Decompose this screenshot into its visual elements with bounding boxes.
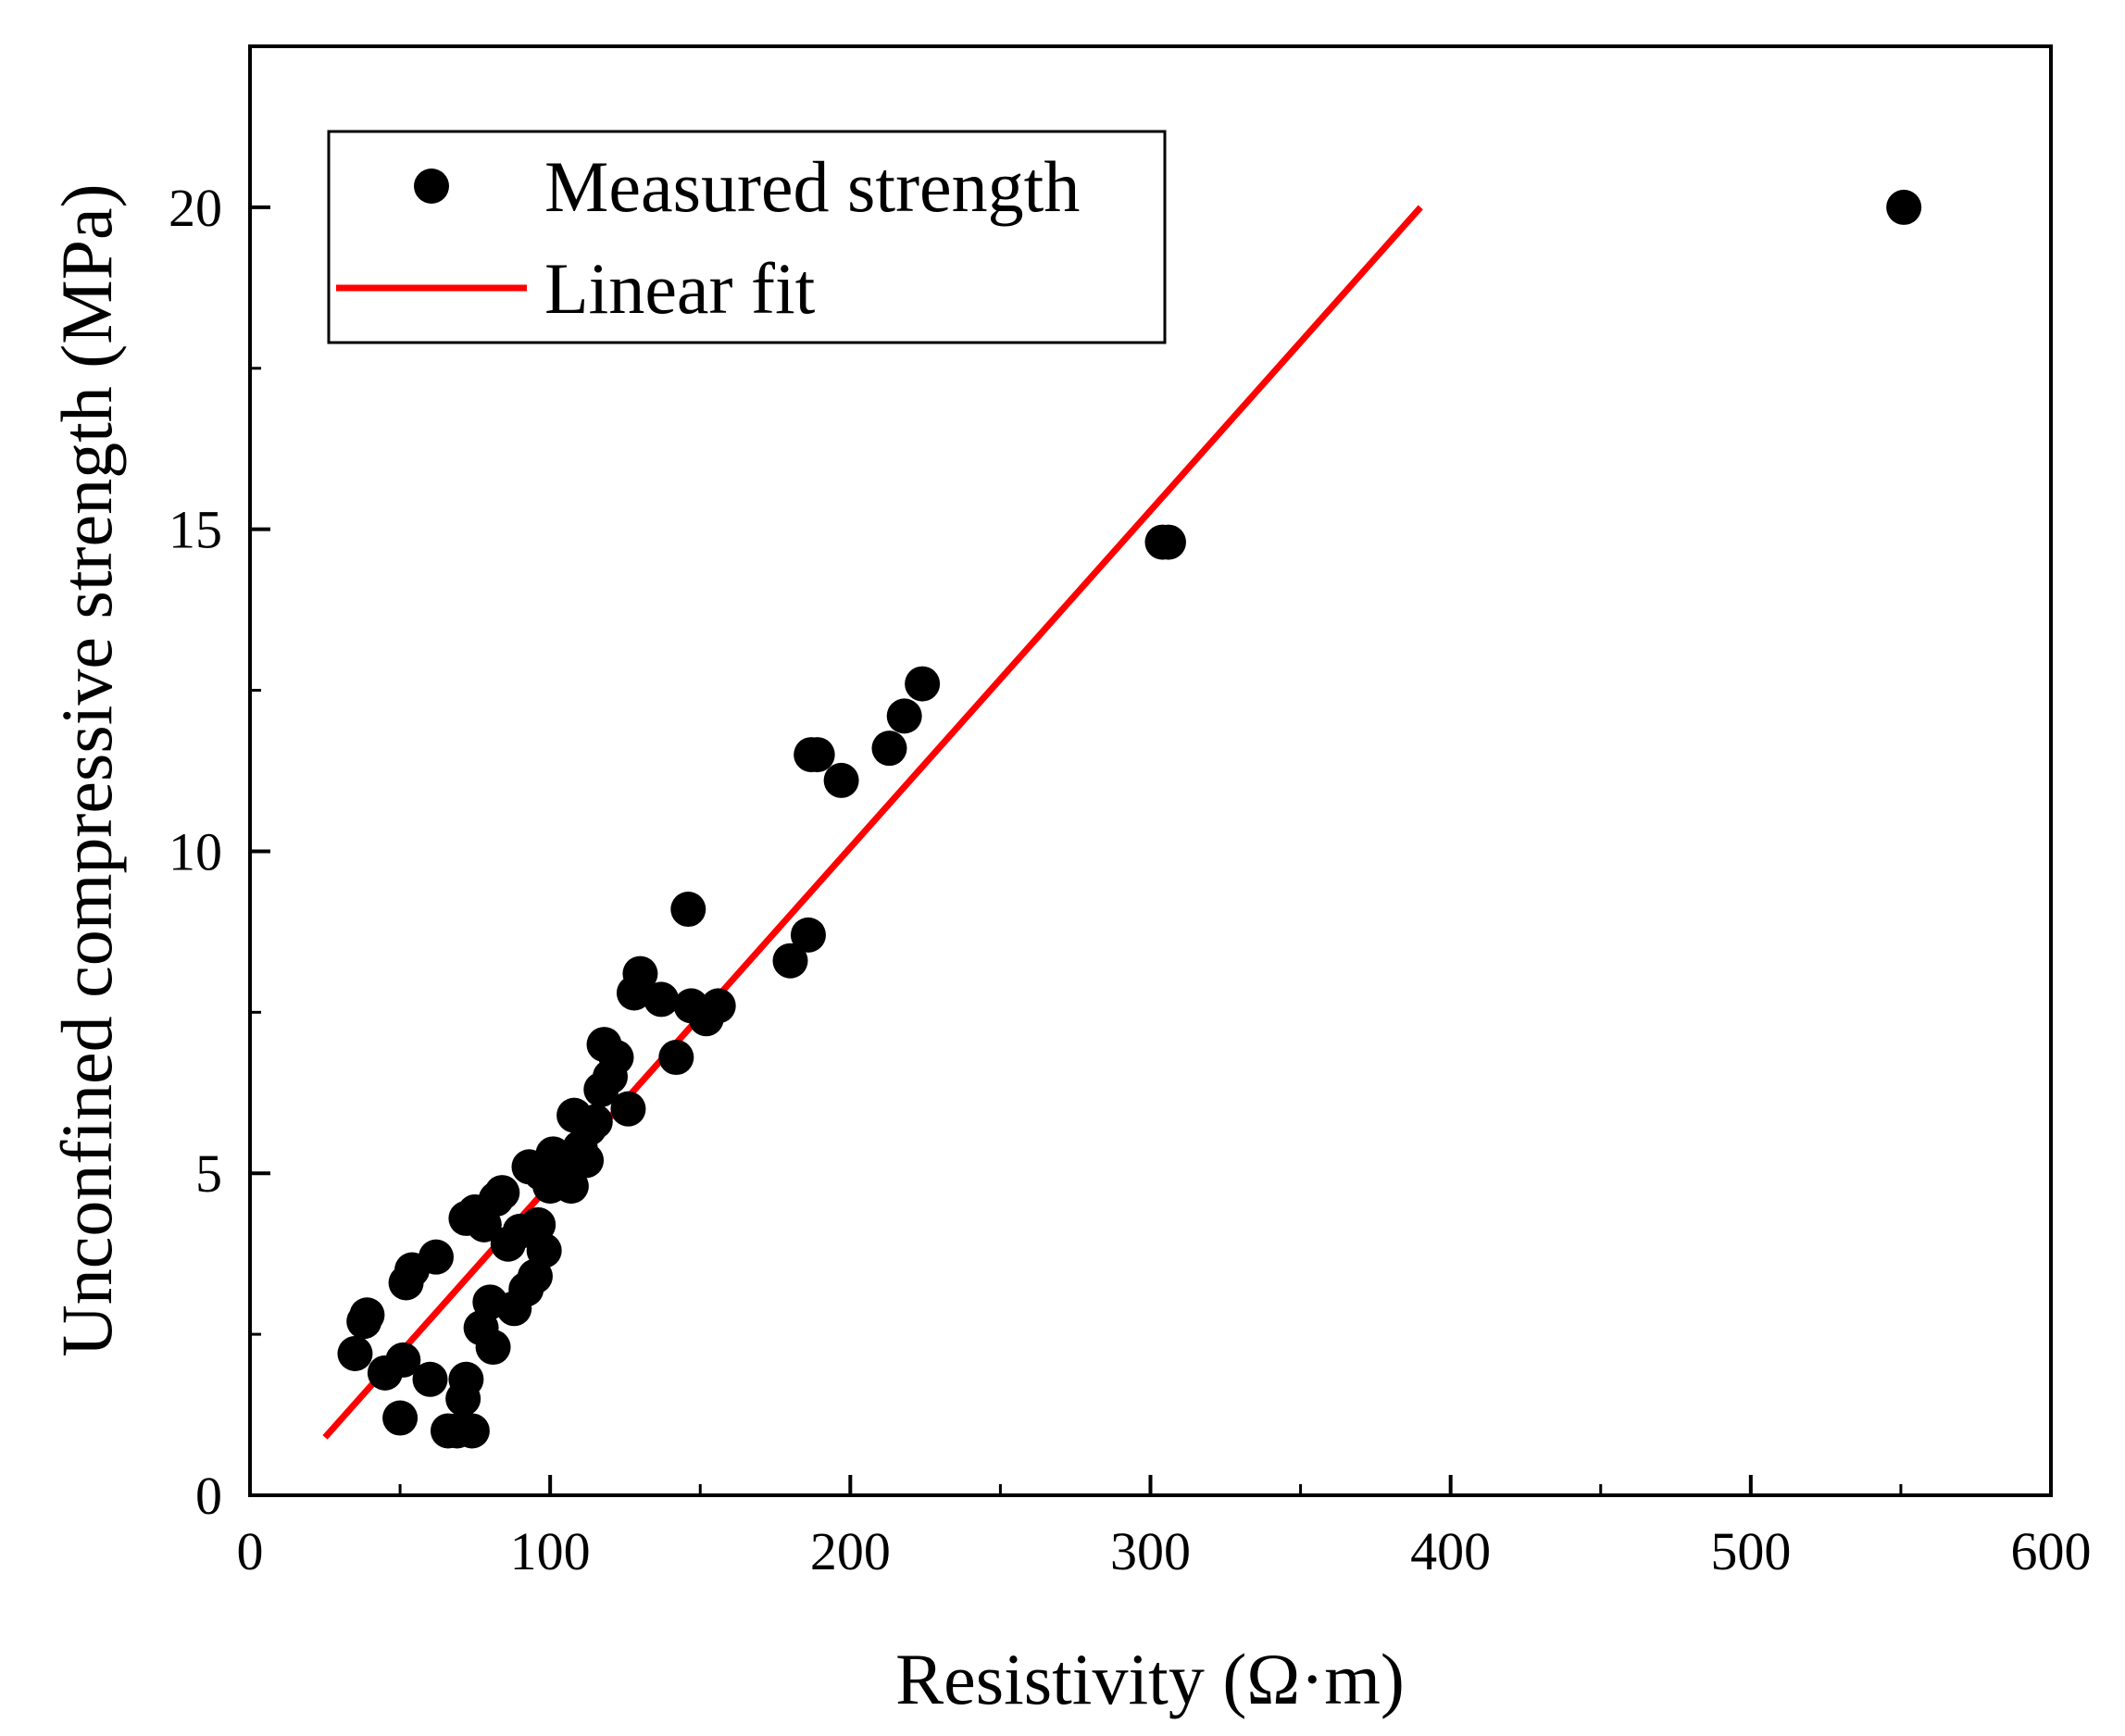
y-tick-label: 10	[169, 821, 222, 881]
data-point	[598, 1040, 634, 1076]
x-tick-label: 500	[1710, 1521, 1791, 1581]
y-tick-label: 5	[195, 1143, 222, 1204]
data-point	[871, 731, 907, 767]
data-point	[886, 698, 922, 734]
data-point	[700, 988, 736, 1024]
data-point	[484, 1175, 520, 1211]
data-point	[448, 1361, 484, 1397]
legend-marker-measured-strength	[414, 169, 449, 204]
data-point	[577, 1104, 613, 1140]
data-point	[1150, 524, 1186, 560]
x-tick-label: 600	[2011, 1521, 2092, 1581]
data-point	[905, 666, 941, 702]
data-point	[382, 1400, 419, 1436]
plot-content	[322, 189, 1922, 1449]
data-point	[349, 1297, 385, 1333]
data-points-layer	[337, 189, 1922, 1449]
x-tick-label: 100	[510, 1521, 591, 1581]
x-tick-label: 200	[810, 1521, 891, 1581]
x-tick-label: 400	[1410, 1521, 1491, 1581]
data-point	[790, 917, 826, 953]
data-point	[418, 1239, 454, 1275]
data-point	[526, 1232, 562, 1268]
data-point	[1886, 189, 1922, 225]
x-tick-label: 300	[1110, 1521, 1191, 1581]
data-point	[644, 981, 680, 1018]
y-tick-label: 15	[169, 500, 222, 560]
data-point	[772, 943, 808, 979]
data-point	[337, 1335, 373, 1371]
data-point	[799, 737, 835, 773]
x-axis-title: Resistivity (Ω·m)	[895, 1639, 1405, 1719]
data-point	[823, 762, 859, 798]
y-axis-title: Unconfined compressive strength (MPa)	[46, 183, 127, 1356]
data-point	[385, 1342, 421, 1378]
x-tick-label: 0	[237, 1521, 264, 1581]
data-point	[610, 1091, 646, 1127]
legend-label-measured-strength: Measured strength	[544, 146, 1080, 227]
data-point	[454, 1413, 490, 1449]
plot-area-frame	[248, 44, 2053, 1497]
data-point	[670, 892, 706, 928]
data-point	[412, 1361, 448, 1397]
y-tick-label: 20	[169, 178, 222, 238]
legend-box	[327, 130, 1167, 344]
axis-tick-labels: 0 100 200 300 400 500 600 0 5 10 15 20	[169, 178, 2092, 1581]
legend-label-linear-fit: Linear fit	[544, 248, 816, 329]
y-tick-label: 0	[195, 1466, 222, 1526]
legend: Measured strength Linear fit	[327, 130, 1167, 344]
data-point	[553, 1168, 589, 1205]
data-point	[658, 1040, 694, 1076]
data-point	[475, 1330, 511, 1366]
data-point	[622, 955, 658, 992]
data-point	[569, 1143, 605, 1179]
